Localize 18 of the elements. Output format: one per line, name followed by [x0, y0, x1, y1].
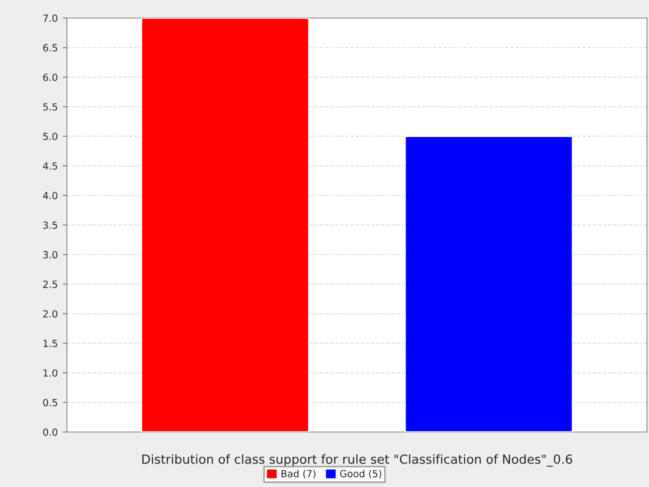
y-tick-label: 0.5: [43, 398, 58, 406]
y-tick-label: 6.5: [43, 44, 58, 52]
y-tick-label: 4.5: [42, 162, 58, 170]
y-tick-label: 5.0: [43, 132, 58, 140]
y-tick-label: 2.5: [43, 280, 58, 288]
y-tick-label: 6.0: [43, 74, 58, 81]
y-tick-label: 7.0: [43, 14, 58, 22]
y-tick-label: 3.5: [43, 221, 58, 229]
y-tick-label: 4.0: [42, 192, 58, 200]
y-tick-label: 1.5: [44, 340, 58, 348]
x-axis-title: Distribution of class support for rule set "Classification of Nodes"_0.6: [142, 454, 572, 467]
y-tick-label: 0.0: [43, 428, 58, 436]
legend-label: Good (5): [340, 470, 382, 478]
y-tick-label: 2.0: [43, 310, 58, 318]
y-tick-label: 1.0: [44, 369, 58, 377]
legend-label: Bad (7): [282, 470, 316, 478]
y-tick-label: 3.0: [43, 251, 58, 258]
y-tick-label: 5.5: [43, 103, 58, 111]
